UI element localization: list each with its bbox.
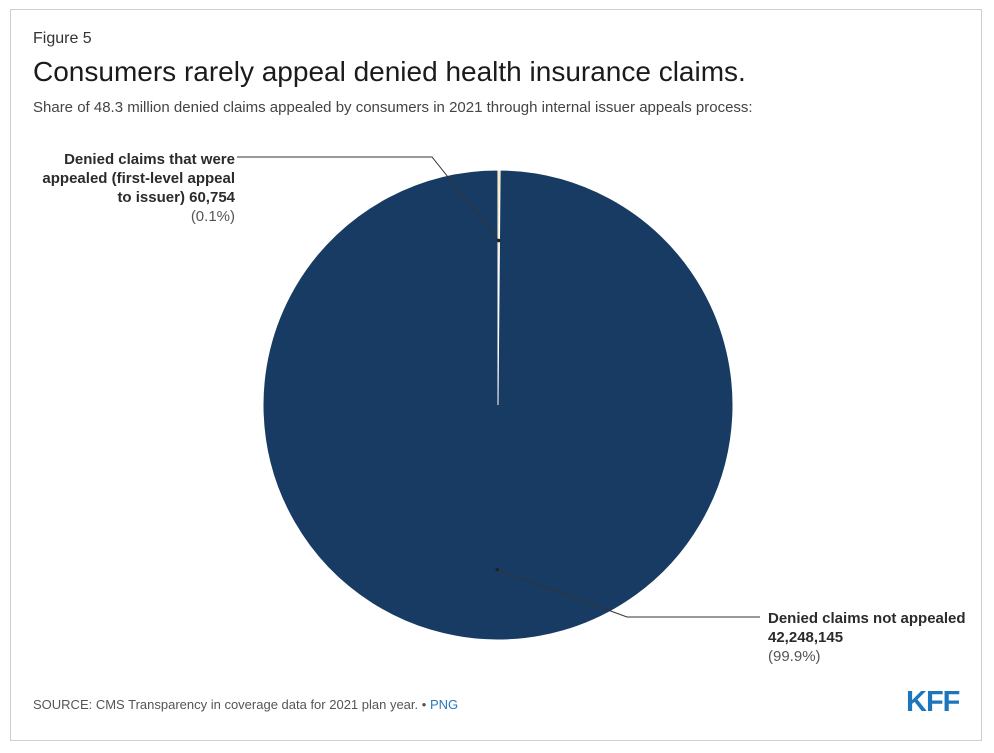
leader-line-not-appealed-dot xyxy=(495,567,500,572)
chart-title: Consumers rarely appeal denied health in… xyxy=(33,56,746,87)
label-not-appealed-pct: (99.9%) xyxy=(768,648,821,665)
leader-line-not-appealed xyxy=(497,569,760,618)
label-not-appealed: Denied claims not appealed 42,248,145 (9… xyxy=(768,609,968,666)
chart-subtitle: Share of 48.3 million denied claims appe… xyxy=(33,99,753,116)
label-not-appealed-name: Denied claims not appealed 42,248,145 xyxy=(768,610,966,646)
leader-line-appealed-dot xyxy=(496,238,501,243)
label-appealed-pct: (0.1%) xyxy=(190,208,235,225)
source-note: SOURCE: CMS Transparency in coverage dat… xyxy=(33,697,458,712)
figure-label: Figure 5 xyxy=(33,30,92,47)
label-appealed: Denied claims that were appealed (first-… xyxy=(30,150,235,226)
kff-logo: KFF xyxy=(906,686,960,718)
source-text: SOURCE: CMS Transparency in coverage dat… xyxy=(33,697,427,712)
leader-line-appealed xyxy=(237,156,500,241)
pie-slice-not-appealed xyxy=(262,169,734,641)
png-download-link[interactable]: PNG xyxy=(429,697,459,712)
label-appealed-name: Denied claims that were appealed (first-… xyxy=(42,151,235,206)
